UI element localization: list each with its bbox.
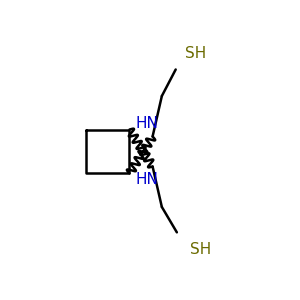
Text: SH: SH [190,242,211,257]
Text: HN: HN [135,116,158,131]
Text: HN: HN [135,172,158,187]
Text: SH: SH [185,46,206,61]
